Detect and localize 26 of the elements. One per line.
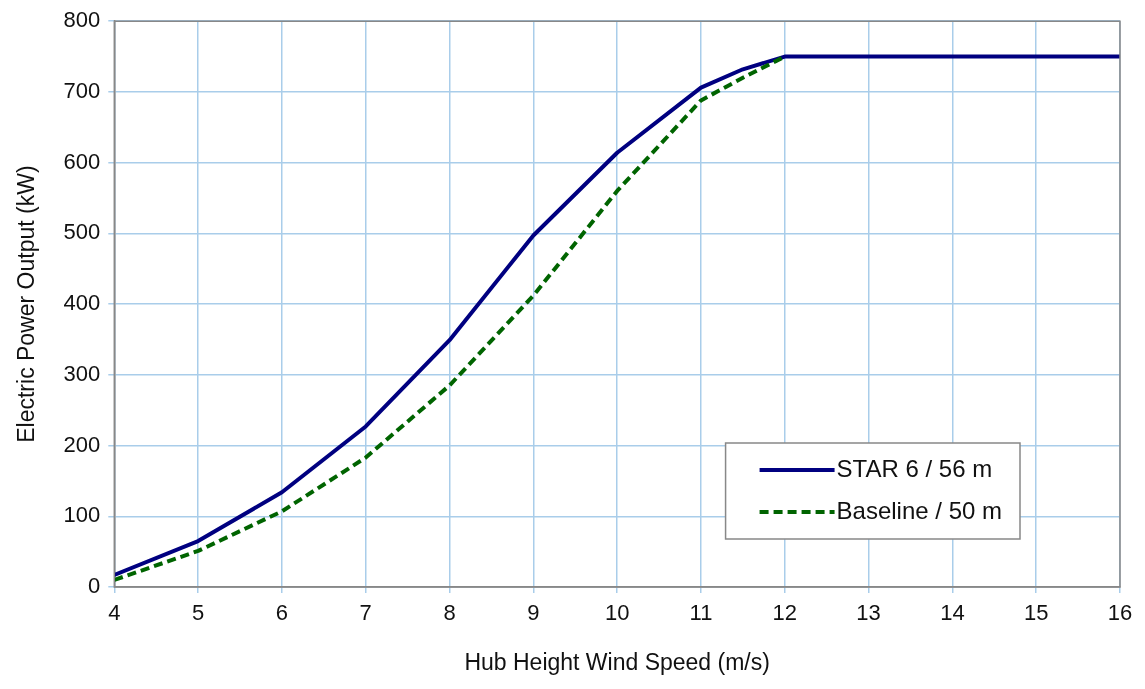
x-tick-label: 9 <box>527 600 540 626</box>
legend-label: STAR 6 / 56 m <box>836 454 993 482</box>
x-tick-label: 12 <box>772 600 798 626</box>
x-tick-label: 15 <box>1023 600 1049 626</box>
y-tick-label: 0 <box>88 573 101 599</box>
x-tick-label: 16 <box>1107 600 1133 626</box>
y-tick-label: 800 <box>63 7 101 33</box>
x-tick-label: 11 <box>689 600 713 626</box>
legend-label: Baseline / 50 m <box>836 496 1002 524</box>
x-tick-label: 6 <box>275 600 289 626</box>
y-tick-label: 500 <box>63 219 101 245</box>
x-tick-label: 5 <box>191 600 205 626</box>
y-axis-title: Electric Power Output (kW) <box>13 165 40 443</box>
y-tick-label: 100 <box>63 502 101 528</box>
y-tick-label: 600 <box>63 148 101 174</box>
y-tick-label: 700 <box>63 77 101 103</box>
x-tick-label: 10 <box>604 600 630 626</box>
y-tick-label: 200 <box>63 431 101 457</box>
x-tick-label: 4 <box>108 600 121 626</box>
x-axis-title: Hub Height Wind Speed (m/s) <box>464 648 770 675</box>
x-tick-label: 7 <box>359 600 372 626</box>
x-tick-label: 8 <box>443 600 456 626</box>
x-tick-label: 14 <box>940 600 965 626</box>
y-tick-label: 400 <box>63 290 101 316</box>
y-tick-label: 300 <box>63 360 101 386</box>
x-tick-label: 13 <box>856 600 881 626</box>
